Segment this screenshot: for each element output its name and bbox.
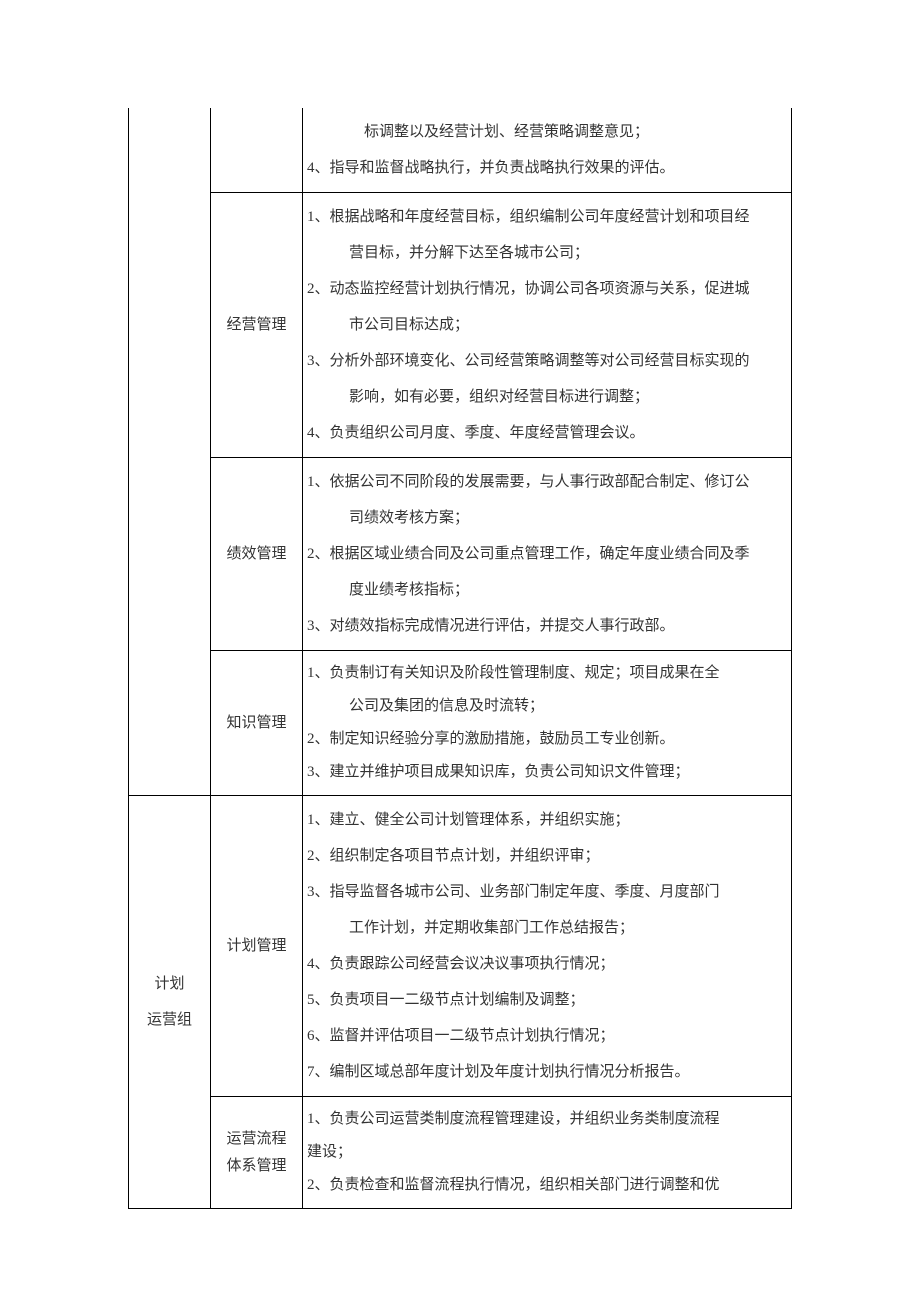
content-cell: 1、根据战略和年度经营目标，组织编制公司年度经营计划和项目经 营目标，并分解下达…	[303, 193, 792, 458]
content-item: 2、负责检查和监督流程执行情况，组织相关部门进行调整和优	[307, 1169, 787, 1202]
content-item: 3、分析外部环境变化、公司经营策略调整等对公司经营目标实现的	[307, 343, 787, 379]
content-list: 1、负责制订有关知识及阶段性管理制度、规定；项目成果在全 公司及集团的信息及时流…	[307, 657, 787, 789]
content-item: 1、建立、健全公司计划管理体系，并组织实施；	[307, 802, 787, 838]
content-item: 2、制定知识经验分享的激励措施，鼓励员工专业创新。	[307, 723, 787, 756]
content-item: 司绩效考核方案；	[307, 500, 787, 536]
content-cell: 1、负责公司运营类制度流程管理建设，并组织业务类制度流程 建设； 2、负责检查和…	[303, 1097, 792, 1209]
category-label: 计划管理	[226, 938, 286, 954]
dept-label-line1: 计划	[129, 966, 210, 1002]
content-cell: 标调整以及经营计划、经营策略调整意见； 4、指导和监督战略执行，并负责战略执行效…	[303, 108, 792, 193]
content-item: 市公司目标达成；	[307, 307, 787, 343]
content-cell: 1、依据公司不同阶段的发展需要，与人事行政部配合制定、修订公 司绩效考核方案； …	[303, 458, 792, 651]
content-item: 4、负责组织公司月度、季度、年度经营管理会议。	[307, 415, 787, 451]
dept-label-line2: 运营组	[129, 1002, 210, 1038]
content-cell: 1、负责制订有关知识及阶段性管理制度、规定；项目成果在全 公司及集团的信息及时流…	[303, 651, 792, 796]
category-cell: 绩效管理	[211, 458, 303, 651]
content-cell: 1、建立、健全公司计划管理体系，并组织实施； 2、组织制定各项目节点计划，并组织…	[303, 796, 792, 1097]
content-item: 营目标，并分解下达至各城市公司；	[307, 235, 787, 271]
table-row: 经营管理 1、根据战略和年度经营目标，组织编制公司年度经营计划和项目经 营目标，…	[129, 193, 792, 458]
content-item: 3、建立并维护项目成果知识库，负责公司知识文件管理；	[307, 756, 787, 789]
content-item: 2、动态监控经营计划执行情况，协调公司各项资源与关系，促进城	[307, 271, 787, 307]
content-list: 1、根据战略和年度经营目标，组织编制公司年度经营计划和项目经 营目标，并分解下达…	[307, 199, 787, 451]
content-item: 1、负责公司运营类制度流程管理建设，并组织业务类制度流程	[307, 1103, 787, 1136]
content-item: 公司及集团的信息及时流转；	[307, 690, 787, 723]
content-item: 1、负责制订有关知识及阶段性管理制度、规定；项目成果在全	[307, 657, 787, 690]
content-item: 7、编制区域总部年度计划及年度计划执行情况分析报告。	[307, 1054, 787, 1090]
content-item: 建设；	[307, 1136, 787, 1169]
responsibility-table: 标调整以及经营计划、经营策略调整意见； 4、指导和监督战略执行，并负责战略执行效…	[128, 108, 792, 1209]
category-cell: 运营流程 体系管理	[211, 1097, 303, 1209]
content-list: 1、建立、健全公司计划管理体系，并组织实施； 2、组织制定各项目节点计划，并组织…	[307, 802, 787, 1090]
content-item: 5、负责项目一二级节点计划编制及调整；	[307, 982, 787, 1018]
content-item: 6、监督并评估项目一二级节点计划执行情况；	[307, 1018, 787, 1054]
category-label: 绩效管理	[226, 546, 286, 562]
category-label: 经营管理	[226, 317, 286, 333]
content-item: 1、依据公司不同阶段的发展需要，与人事行政部配合制定、修订公	[307, 464, 787, 500]
content-item: 影响，如有必要，组织对经营目标进行调整；	[307, 379, 787, 415]
table-row: 知识管理 1、负责制订有关知识及阶段性管理制度、规定；项目成果在全 公司及集团的…	[129, 651, 792, 796]
content-item: 工作计划，并定期收集部门工作总结报告；	[307, 910, 787, 946]
content-item: 3、指导监督各城市公司、业务部门制定年度、季度、月度部门	[307, 874, 787, 910]
category-label-line2: 体系管理	[211, 1153, 302, 1180]
content-item: 1、根据战略和年度经营目标，组织编制公司年度经营计划和项目经	[307, 199, 787, 235]
content-list: 标调整以及经营计划、经营策略调整意见； 4、指导和监督战略执行，并负责战略执行效…	[307, 114, 787, 186]
category-cell: 知识管理	[211, 651, 303, 796]
content-item: 2、组织制定各项目节点计划，并组织评审；	[307, 838, 787, 874]
content-item: 4、负责跟踪公司经营会议决议事项执行情况；	[307, 946, 787, 982]
content-list: 1、负责公司运营类制度流程管理建设，并组织业务类制度流程 建设； 2、负责检查和…	[307, 1103, 787, 1202]
category-cell: 经营管理	[211, 193, 303, 458]
responsibility-table-wrapper: 标调整以及经营计划、经营策略调整意见； 4、指导和监督战略执行，并负责战略执行效…	[128, 108, 792, 1209]
content-item: 4、指导和监督战略执行，并负责战略执行效果的评估。	[307, 150, 787, 186]
content-item: 2、根据区域业绩合同及公司重点管理工作，确定年度业绩合同及季	[307, 536, 787, 572]
category-label-line1: 运营流程	[211, 1126, 302, 1153]
category-cell-partial	[211, 108, 303, 193]
category-cell: 计划管理	[211, 796, 303, 1097]
table-row: 绩效管理 1、依据公司不同阶段的发展需要，与人事行政部配合制定、修订公 司绩效考…	[129, 458, 792, 651]
content-item: 3、对绩效指标完成情况进行评估，并提交人事行政部。	[307, 608, 787, 644]
category-label: 知识管理	[226, 715, 286, 731]
table-row: 运营流程 体系管理 1、负责公司运营类制度流程管理建设，并组织业务类制度流程 建…	[129, 1097, 792, 1209]
content-item: 标调整以及经营计划、经营策略调整意见；	[307, 114, 787, 150]
table-row: 计划 运营组 计划管理 1、建立、健全公司计划管理体系，并组织实施； 2、组织制…	[129, 796, 792, 1097]
content-list: 1、依据公司不同阶段的发展需要，与人事行政部配合制定、修订公 司绩效考核方案； …	[307, 464, 787, 644]
content-item: 度业绩考核指标；	[307, 572, 787, 608]
table-row: 标调整以及经营计划、经营策略调整意见； 4、指导和监督战略执行，并负责战略执行效…	[129, 108, 792, 193]
dept-cell-empty	[129, 108, 211, 796]
dept-cell: 计划 运营组	[129, 796, 211, 1209]
